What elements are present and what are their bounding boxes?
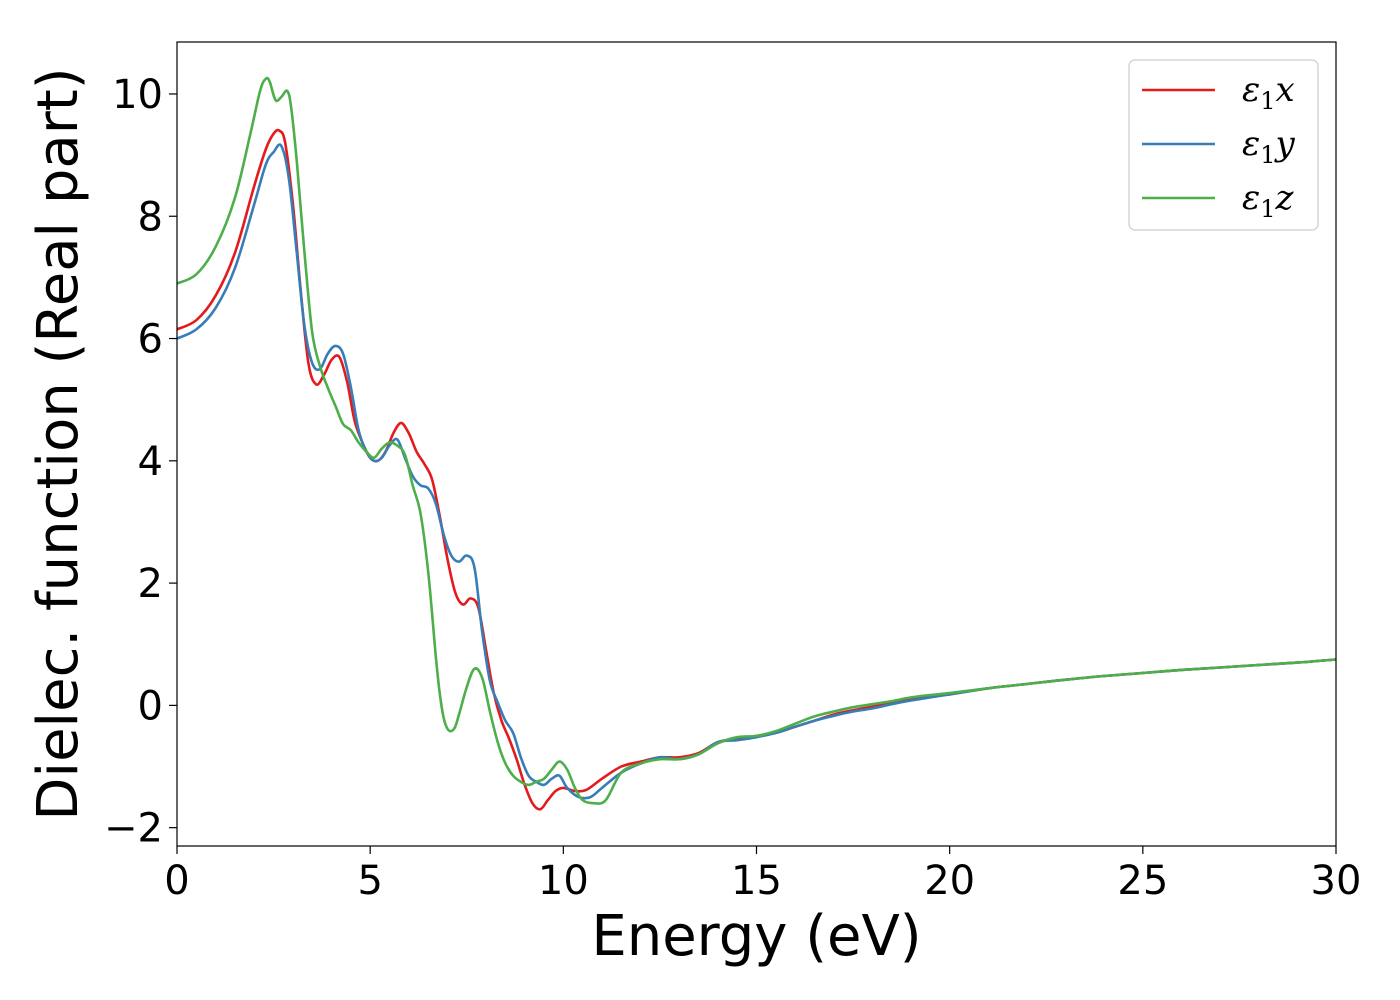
y-axis-ticks: −2 0 2 4 6 8 10 [104,72,177,852]
x-tick-label: 5 [357,858,382,904]
plot-lines [176,76,1337,811]
y-tick-label: 8 [138,194,163,240]
y-tick-label: 4 [138,439,163,485]
legend-label-x: ε1x [1242,70,1295,115]
series-line-x [176,128,1337,811]
y-tick-label: 6 [138,317,163,363]
legend-box [1128,59,1319,231]
legend-label-z: ε1z [1242,178,1295,223]
y-tick-label: −2 [104,806,163,852]
x-tick-label: 0 [164,858,189,904]
y-tick-label: 10 [112,72,163,118]
y-tick-label: 2 [138,561,163,607]
x-tick-label: 25 [1117,858,1168,904]
x-tick-label: 10 [538,858,589,904]
y-axis-label: Dielec. function (Real part) [26,67,91,820]
x-tick-label: 20 [924,858,975,904]
series-line-z [176,76,1337,805]
legend: ε1x ε1y ε1z [1128,59,1319,231]
x-axis-ticks: 0 5 10 15 20 25 30 [164,846,1361,904]
x-tick-label: 30 [1311,858,1362,904]
y-tick-label: 0 [138,683,163,729]
x-axis-label: Energy (eV) [591,904,921,969]
legend-label-y: ε1y [1242,124,1296,169]
x-tick-label: 15 [731,858,782,904]
series-line-y [176,143,1337,800]
